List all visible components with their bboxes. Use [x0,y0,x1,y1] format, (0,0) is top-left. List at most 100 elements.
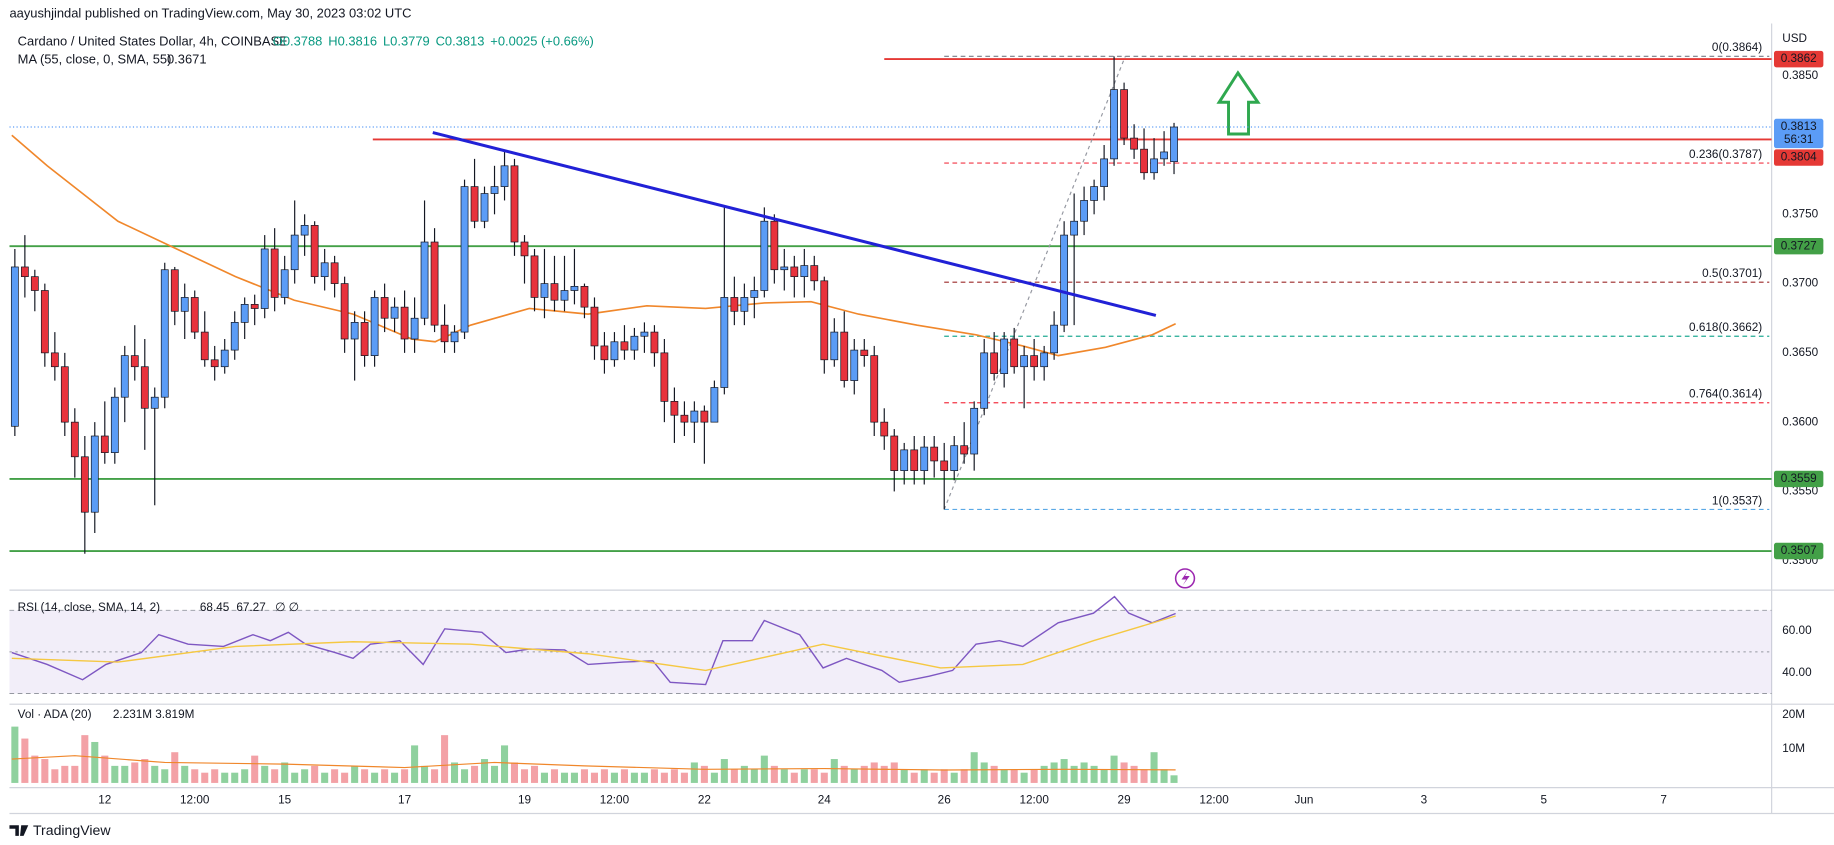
volume-bar [870,762,878,783]
candle-body [280,269,289,298]
price-axis-label-box [1773,118,1824,149]
price-axis-label: 56:31 [1784,133,1813,146]
volume-bar [820,772,828,783]
volume-bar [271,769,279,783]
volume-legend: Vol · ADA (20) [18,708,92,721]
rsi-band [9,610,1772,694]
volume-bar [281,762,289,783]
rsi-line [11,595,1176,686]
candle-body [870,355,879,423]
candle-body [490,186,499,194]
candle-body [120,355,129,398]
candle-body [1110,89,1118,160]
volume-bar [461,769,469,783]
volume-bar [1070,765,1078,783]
candle-body [930,446,939,462]
volume-bar [471,765,479,783]
candle-body [700,410,709,423]
volume-bar [680,772,688,783]
candle-body [260,248,269,309]
volume-bar [880,765,888,783]
volume-bar [750,769,758,783]
candle-body [1010,338,1019,368]
ohlc-value: H0.3816 [328,34,377,49]
candle-body [970,407,979,455]
candle-body [130,355,139,368]
volume-bar [970,752,978,783]
candle-body [410,317,419,340]
candle-body [780,266,789,271]
price-axis-label: 0.3559 [1781,472,1817,485]
y-tick-label: 0.3750 [1782,207,1818,220]
candle-body [110,396,119,453]
candle-body [710,387,719,423]
symbol-title: Cardano / United States Dollar, 4h, COIN… [18,34,288,49]
volume-bar [171,752,179,783]
candle-body [740,297,749,312]
volume-bar [610,772,618,783]
volume-bar [31,755,39,783]
volume-bar [221,772,229,783]
candle-body [330,262,339,284]
volume-bar [421,765,429,783]
rsi-legend: RSI (14, close, SMA, 14, 2) [18,601,160,614]
candle-body [1080,200,1088,222]
volume-bar [1170,775,1178,783]
candle-body [420,241,429,319]
candle-body [600,345,609,361]
volume-bar [1140,769,1148,783]
candle-body [760,220,769,291]
volume-bar [540,772,548,783]
candle-body [570,286,579,291]
candle-body [140,366,149,409]
volume-bar [560,772,569,783]
volume-bar [930,772,938,783]
x-tick-label: 15 [278,794,292,807]
candle-body [40,290,49,354]
volume-bar [640,772,648,783]
fib-level-label: 0.5(0.3701) [1702,267,1762,280]
volume-bar [411,745,419,783]
volume-legend-value: 2.231M [113,708,152,721]
ohlc-value: C0.3813 [436,34,485,49]
volume-bar [840,765,848,783]
volume-bar [131,762,139,783]
volume-bar [1130,765,1138,783]
volume-bar [1090,765,1098,783]
price-axis-label: 0.3862 [1781,52,1817,65]
candle-body [650,331,659,354]
volume-bar [341,772,349,783]
volume-bar [900,769,908,783]
volume-bar [161,769,169,783]
candle-body [80,456,89,513]
candle-body [980,352,989,409]
candle-body [1050,324,1058,354]
candle-body [630,335,639,351]
candle-body [430,241,439,326]
candle-body [640,331,649,337]
candle-body [450,331,459,343]
x-tick-label: 12:00 [1019,794,1049,807]
volume-bar [51,769,59,783]
trendline [432,131,1157,317]
volume-bar [361,769,369,783]
candle-body [910,449,919,471]
volume-bar [441,735,449,783]
price-axis-label-box [1773,237,1824,255]
volume-bar [61,765,69,783]
price-axis-label-box [1773,470,1824,488]
ohlc-legend: O0.3788 H0.3816 L0.3779 C0.3813 +0.0025 (+0.… [273,34,594,49]
x-tick-label: 7 [1660,794,1667,807]
y-tick-label: 20M [1782,708,1805,721]
candle-body [400,306,409,340]
y-tick-label: 0.3700 [1782,277,1818,290]
candle-body [320,262,329,278]
candle-body [460,186,469,333]
candle-body [520,241,529,257]
volume-bar [231,772,239,783]
candle-body [890,435,899,471]
candle-body [610,341,619,361]
candle-body [500,165,509,187]
volume-bar [381,769,389,783]
fib-level-label: 0(0.3864) [1712,41,1762,54]
